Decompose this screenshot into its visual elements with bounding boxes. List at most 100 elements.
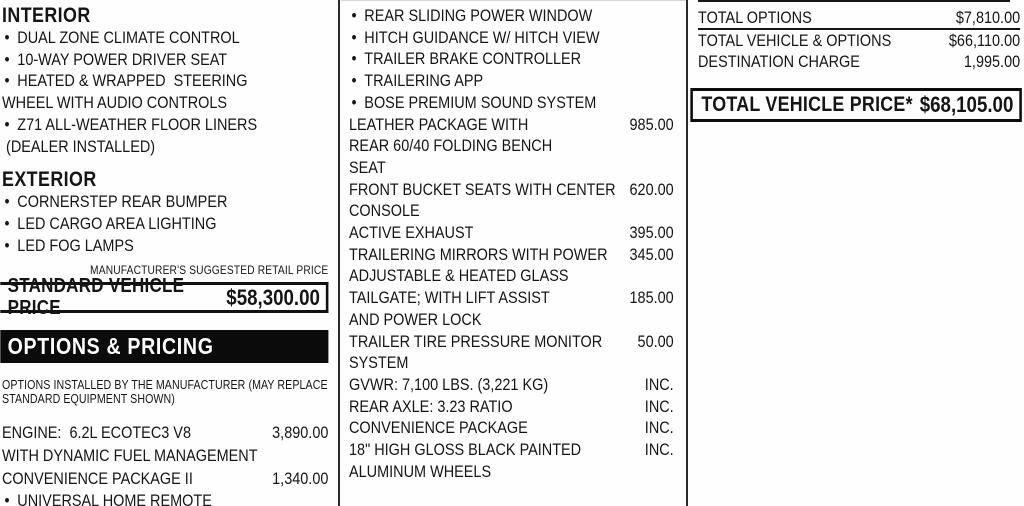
feature-text: LED FOG LAMPS xyxy=(17,235,134,255)
option-price: 185.00 xyxy=(629,288,674,308)
option-name: ENGINE: 6.2L ECOTEC3 V8 WITH DYNAMIC FUEL… xyxy=(2,421,265,467)
feature-text: UNIVERSAL HOME REMOTE xyxy=(17,491,212,506)
bullet-icon: • xyxy=(351,71,357,91)
feature-text: BOSE PREMIUM SOUND SYSTEM xyxy=(364,92,597,112)
bullet-icon: • xyxy=(4,114,10,134)
feature-item: • BOSE PREMIUM SOUND SYSTEM xyxy=(349,92,674,114)
feature-line: • TRAILER BRAKE CONTROLLER xyxy=(349,48,674,70)
option-name-line: ADJUSTABLE & HEATED GLASS xyxy=(349,266,569,286)
feature-text: HEATED & WRAPPED STEERING xyxy=(17,71,248,91)
feature-text: DUAL ZONE CLIMATE CONTROL xyxy=(17,28,240,47)
option-row: REAR AXLE: 3.23 RATIO INC. xyxy=(349,396,674,418)
feature-line: • HEATED & WRAPPED STEERING xyxy=(2,70,328,92)
bullet-icon: • xyxy=(4,491,10,506)
feature-item: • Z71 ALL-WEATHER FLOOR LINERS (DEALER IN… xyxy=(2,114,328,157)
option-name-line: ALUMINUM WHEELS xyxy=(349,461,492,481)
bullet-icon: • xyxy=(351,92,357,112)
feature-line: • DUAL ZONE CLIMATE CONTROL xyxy=(2,27,328,49)
cropped-rule-fragment-middle xyxy=(341,0,686,1)
option-name: CONVENIENCE PACKAGE xyxy=(349,417,638,439)
option-price: 3,890.00 xyxy=(272,423,329,443)
option-row: TRAILERING MIRRORS WITH POWER ADJUSTABLE … xyxy=(349,244,674,287)
option-price: 1,340.00 xyxy=(272,469,329,489)
totals-row: TOTAL VEHICLE & OPTIONS $66,110.00 xyxy=(698,30,1020,51)
section-heading: INTERIOR xyxy=(2,4,91,27)
option-price: INC. xyxy=(644,396,674,416)
price-label: STANDARD VEHICLE PRICE xyxy=(7,275,185,319)
feature-line: WHEEL WITH AUDIO CONTROLS xyxy=(2,92,328,114)
feature-item: • UNIVERSAL HOME REMOTE xyxy=(2,490,328,506)
feature-line: • HITCH GUIDANCE W/ HITCH VIEW xyxy=(349,27,674,49)
feature-item: • REAR SLIDING POWER WINDOW xyxy=(349,5,674,27)
feature-item: • LED FOG LAMPS xyxy=(2,235,328,257)
feature-text: HITCH GUIDANCE W/ HITCH VIEW xyxy=(364,27,600,47)
bullet-icon: • xyxy=(4,49,10,69)
options-pricing-banner: OPTIONS & PRICING xyxy=(0,330,329,364)
option-name: TRAILER TIRE PRESSURE MONITOR SYSTEM xyxy=(349,331,631,374)
option-name-line: SEAT xyxy=(349,157,386,177)
option-row: LEATHER PACKAGE WITH REAR 60/40 FOLDING B… xyxy=(349,114,674,179)
option-name: TAILGATE; WITH LIFT ASSIST AND POWER LOCK xyxy=(349,287,623,330)
note-line: OPTIONS INSTALLED BY THE MANUFACTURER (M… xyxy=(2,378,328,393)
middle-column: • REAR SLIDING POWER WINDOW • HITCH GUIDANC… xyxy=(349,0,674,482)
totals-value: 1,995.00 xyxy=(963,52,1021,71)
feature-line: • BOSE PREMIUM SOUND SYSTEM xyxy=(349,92,674,114)
bullet-icon: • xyxy=(4,28,10,47)
totals-row: TOTAL OPTIONS $7,810.00 xyxy=(698,7,1021,30)
price-value: $58,300.00 xyxy=(226,284,320,310)
feature-text: TRAILER BRAKE CONTROLLER xyxy=(364,49,582,69)
bullet-icon: • xyxy=(351,49,357,69)
feature-text: (DEALER INSTALLED) xyxy=(2,136,156,156)
column-divider xyxy=(338,0,340,506)
option-name: 18" HIGH GLOSS BLACK PAINTED ALUMINUM WHE… xyxy=(349,439,638,482)
left-column: INTERIOR • DUAL ZONE CLIMATE CONTROL • 10-WA… xyxy=(0,0,329,506)
totals-row: DESTINATION CHARGE 1,995.00 xyxy=(698,51,1020,72)
feature-item: • TRAILERING APP xyxy=(349,70,674,92)
msrp-caption: MANUFACTURER'S SUGGESTED RETAIL PRICE xyxy=(90,263,329,278)
option-name: CONVENIENCE PACKAGE II xyxy=(2,467,265,490)
feature-line: • LED CARGO AREA LIGHTING xyxy=(2,213,328,235)
feature-line: • 10-WAY POWER DRIVER SEAT xyxy=(2,49,328,71)
bullet-icon: • xyxy=(4,235,10,255)
bullet-icon: • xyxy=(351,27,357,47)
option-name-line: TRAILERING MIRRORS WITH POWER xyxy=(349,244,608,264)
column-divider xyxy=(686,0,688,506)
feature-text: LED CARGO AREA LIGHTING xyxy=(17,213,217,233)
total-vehicle-price-box: TOTAL VEHICLE PRICE* $68,105.00 xyxy=(690,88,1022,122)
feature-text: TRAILERING APP xyxy=(364,71,484,91)
total-price-value: $68,105.00 xyxy=(919,92,1014,118)
feature-text: 10-WAY POWER DRIVER SEAT xyxy=(17,49,228,69)
option-name: TRAILERING MIRRORS WITH POWER ADJUSTABLE … xyxy=(349,244,623,287)
option-name: ACTIVE EXHAUST xyxy=(349,222,623,244)
option-name-line: WITH DYNAMIC FUEL MANAGEMENT xyxy=(2,446,258,466)
feature-item: • CORNERSTEP REAR BUMPER xyxy=(2,191,328,213)
manufacturer-note: OPTIONS INSTALLED BY THE MANUFACTURER (M… xyxy=(2,378,328,406)
feature-item: • 10-WAY POWER DRIVER SEAT xyxy=(2,49,328,71)
totals-value: $7,810.00 xyxy=(955,8,1021,27)
feature-line: • REAR SLIDING POWER WINDOW xyxy=(349,5,674,27)
option-name-line: CONVENIENCE PACKAGE II xyxy=(2,469,193,489)
section-heading: EXTERIOR xyxy=(2,168,97,192)
option-name-line: CONSOLE xyxy=(349,201,420,221)
option-price: INC. xyxy=(644,440,674,460)
option-name: LEATHER PACKAGE WITH REAR 60/40 FOLDING B… xyxy=(349,114,623,179)
option-row: CONVENIENCE PACKAGE INC. xyxy=(349,417,674,439)
totals-label: TOTAL OPTIONS xyxy=(698,8,812,27)
option-price: 395.00 xyxy=(629,223,674,243)
feature-line: • TRAILERING APP xyxy=(349,70,674,92)
option-name-line: TRAILER TIRE PRESSURE MONITOR xyxy=(349,331,603,351)
option-row: ACTIVE EXHAUST 395.00 xyxy=(349,222,674,244)
feature-item: • LED CARGO AREA LIGHTING xyxy=(2,213,328,235)
note-line: STANDARD EQUIPMENT SHOWN) xyxy=(2,392,175,407)
feature-item: • HITCH GUIDANCE W/ HITCH VIEW xyxy=(349,27,674,49)
option-row: TAILGATE; WITH LIFT ASSIST AND POWER LOCK… xyxy=(349,287,674,330)
option-row: 18" HIGH GLOSS BLACK PAINTED ALUMINUM WHE… xyxy=(349,439,674,482)
bullet-icon: • xyxy=(351,6,357,25)
option-price: 985.00 xyxy=(629,114,674,134)
option-name-line: REAR 60/40 FOLDING BENCH xyxy=(349,136,553,156)
feature-item: • DUAL ZONE CLIMATE CONTROL xyxy=(2,27,328,49)
feature-line: • CORNERSTEP REAR BUMPER xyxy=(2,191,328,213)
totals-column: TOTAL OPTIONS $7,810.00 TOTAL VEHICLE & OP… xyxy=(690,0,1022,122)
bullet-icon: • xyxy=(4,213,10,233)
